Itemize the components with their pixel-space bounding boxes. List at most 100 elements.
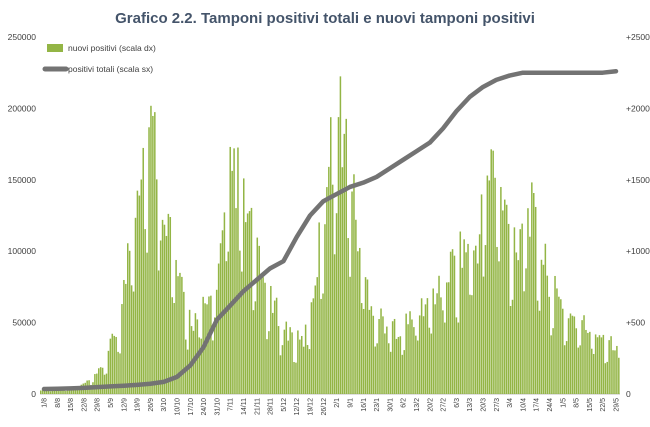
bar xyxy=(362,308,365,394)
x-tick-label: 17/10 xyxy=(188,398,195,416)
bar xyxy=(53,389,56,394)
bar xyxy=(105,373,108,394)
bar xyxy=(534,206,537,394)
bar xyxy=(486,175,489,394)
bar xyxy=(154,112,156,395)
bar xyxy=(175,259,177,394)
x-tick-label: 10/10 xyxy=(175,398,182,416)
bar xyxy=(200,338,202,394)
bar xyxy=(403,350,405,394)
bar xyxy=(115,336,117,394)
bar xyxy=(208,296,210,394)
x-tick-label: 27/2 xyxy=(441,398,448,412)
bar xyxy=(341,167,344,394)
bar xyxy=(167,213,170,394)
x-tick-label: 14/11 xyxy=(241,398,248,415)
bar xyxy=(43,390,46,394)
bar xyxy=(432,288,434,394)
bar xyxy=(49,391,52,394)
bar xyxy=(612,350,614,394)
bar xyxy=(67,388,69,394)
bar xyxy=(324,224,326,394)
bar xyxy=(101,367,104,394)
bar xyxy=(186,349,189,394)
bar xyxy=(446,282,448,394)
bar xyxy=(558,296,560,394)
x-tick-label: 22/5 xyxy=(600,398,607,412)
bar xyxy=(177,276,179,394)
bar xyxy=(378,319,380,394)
y-right-tick-label: +2000 xyxy=(626,103,650,113)
left-axis: 0 50000 100000 150000 200000 250000 xyxy=(8,32,37,399)
bar xyxy=(418,315,421,394)
bar xyxy=(301,335,303,394)
bar xyxy=(289,327,291,394)
bar xyxy=(347,238,349,394)
x-tick-label: 19/9 xyxy=(135,398,142,412)
x-tick-label: 21/11 xyxy=(254,398,261,415)
y-left-tick-label: 50000 xyxy=(12,318,36,328)
bar xyxy=(237,147,239,394)
bar xyxy=(210,295,212,394)
bar xyxy=(389,351,392,394)
legend-label-bars: nuovi positivi (scala dx) xyxy=(68,43,156,53)
bar xyxy=(442,310,444,394)
bar xyxy=(72,387,75,394)
bar xyxy=(252,310,255,394)
bar xyxy=(360,303,363,394)
bar xyxy=(78,388,81,394)
bar xyxy=(490,149,492,394)
bar xyxy=(544,243,547,394)
bar xyxy=(411,319,413,394)
bar xyxy=(372,315,375,394)
x-tick-label: 10/4 xyxy=(520,398,527,412)
bar xyxy=(459,231,462,394)
bar xyxy=(241,271,243,394)
bar xyxy=(594,334,597,394)
x-tick-label: 24/4 xyxy=(547,398,554,412)
bar xyxy=(316,277,318,394)
bar xyxy=(312,298,315,394)
bar xyxy=(471,295,473,394)
bar xyxy=(527,208,529,394)
bar xyxy=(55,388,57,394)
bar xyxy=(515,252,518,394)
bar xyxy=(451,249,454,394)
x-tick-label: 26/9 xyxy=(148,398,155,412)
bar xyxy=(159,240,162,394)
bar xyxy=(598,335,601,394)
bar xyxy=(302,346,305,394)
bar xyxy=(422,316,425,394)
bar xyxy=(227,251,230,394)
bar xyxy=(436,293,438,394)
bar xyxy=(277,326,280,394)
bar xyxy=(438,275,440,394)
bar xyxy=(563,345,566,394)
bar xyxy=(63,389,65,394)
bar xyxy=(349,276,351,394)
bar xyxy=(463,239,465,394)
x-tick-label: 5/9 xyxy=(108,398,115,408)
bar xyxy=(591,348,593,394)
bar xyxy=(223,212,226,394)
bar xyxy=(461,267,463,394)
bar xyxy=(473,250,475,394)
x-tick-label: 29/5 xyxy=(614,398,621,412)
bar xyxy=(571,315,574,394)
bar xyxy=(465,252,467,394)
bar xyxy=(314,285,317,394)
bar xyxy=(596,337,599,394)
bar xyxy=(589,331,591,394)
x-tick-label: 1/8 xyxy=(42,398,49,408)
bar xyxy=(171,297,173,394)
bar xyxy=(353,174,355,394)
bar xyxy=(239,250,241,394)
bar xyxy=(260,273,262,394)
bar xyxy=(322,293,324,394)
bar xyxy=(359,247,361,394)
bar xyxy=(233,148,235,394)
bar xyxy=(562,308,564,394)
bar xyxy=(482,276,485,394)
bar xyxy=(447,282,450,394)
bar xyxy=(181,276,183,394)
